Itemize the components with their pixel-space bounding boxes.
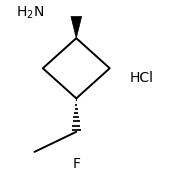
Text: HCl: HCl bbox=[130, 71, 154, 85]
Text: H$_2$N: H$_2$N bbox=[16, 5, 44, 21]
Polygon shape bbox=[71, 16, 82, 38]
Text: F: F bbox=[72, 157, 80, 171]
